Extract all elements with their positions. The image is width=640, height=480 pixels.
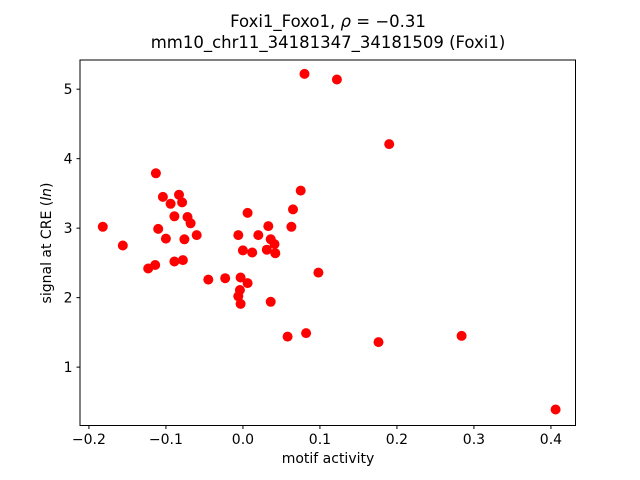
- data-point: [282, 331, 293, 342]
- data-point: [456, 330, 467, 341]
- data-point: [235, 272, 246, 283]
- chart-title-rho-symbol: ρ: [340, 12, 351, 31]
- data-point: [235, 298, 246, 309]
- data-point: [373, 337, 384, 348]
- data-point: [331, 74, 342, 85]
- data-point: [550, 404, 561, 415]
- data-point: [177, 197, 188, 208]
- data-point: [237, 245, 248, 256]
- data-point: [177, 255, 188, 266]
- chart-title-correlation-value: = −0.31: [351, 12, 426, 31]
- y-axis-label: signal at CRE (ln): [39, 183, 55, 304]
- x-tick-label: 0.2: [386, 432, 408, 448]
- data-point: [270, 248, 281, 259]
- data-point: [288, 204, 298, 215]
- data-point: [286, 221, 297, 232]
- data-point: [169, 211, 180, 222]
- data-point: [185, 218, 196, 229]
- y-tick-label: 5: [64, 82, 73, 98]
- data-point: [203, 274, 214, 285]
- data-point: [220, 273, 231, 284]
- data-point: [174, 189, 184, 200]
- x-tick-label: −0.1: [149, 432, 183, 448]
- data-point: [97, 221, 108, 232]
- x-tick-label: 0.4: [540, 432, 562, 448]
- data-point: [253, 230, 264, 241]
- plot-frame: [79, 59, 576, 426]
- data-point: [150, 168, 161, 179]
- data-point: [299, 68, 310, 79]
- chart-title: Foxi1_Foxo1, ρ = −0.31: [80, 11, 576, 32]
- data-point: [269, 239, 280, 250]
- y-axis-label-suffix: ): [39, 182, 55, 189]
- data-point: [263, 221, 274, 232]
- y-tick-label: 3: [64, 221, 73, 237]
- y-tick-label: 4: [64, 152, 73, 168]
- chart-subtitle: mm10_chr11_34181347_34181509 (Foxi1): [150, 33, 506, 52]
- data-point: [265, 296, 276, 307]
- data-point: [234, 285, 245, 295]
- data-point: [384, 139, 395, 150]
- y-axis-label-italic-ln: ln: [39, 188, 55, 201]
- data-point: [301, 328, 312, 339]
- x-tick-label: 0.0: [232, 432, 254, 448]
- data-point: [117, 240, 128, 251]
- data-point: [247, 247, 258, 258]
- data-point: [233, 230, 244, 241]
- chart-title-prefix: Foxi1_Foxo1,: [230, 12, 341, 31]
- data-point: [242, 207, 253, 218]
- data-point: [191, 230, 202, 241]
- data-point: [169, 256, 180, 267]
- data-point: [242, 278, 253, 289]
- y-tick-label: 2: [64, 291, 73, 307]
- data-point: [261, 244, 272, 255]
- y-axis-label-prefix: signal at CRE (: [39, 200, 55, 304]
- x-tick-label: 0.3: [463, 432, 485, 448]
- data-point: [295, 185, 306, 196]
- data-point: [179, 234, 190, 245]
- data-point: [157, 191, 168, 202]
- x-tick-label: 0.1: [309, 432, 331, 448]
- y-tick-label: 1: [64, 360, 73, 376]
- x-tick-label: −0.2: [72, 432, 106, 448]
- data-point: [150, 260, 161, 270]
- data-point: [313, 267, 324, 278]
- data-point: [160, 233, 171, 244]
- data-point: [165, 198, 176, 209]
- data-point: [153, 223, 164, 234]
- x-axis-label: motif activity: [281, 451, 375, 467]
